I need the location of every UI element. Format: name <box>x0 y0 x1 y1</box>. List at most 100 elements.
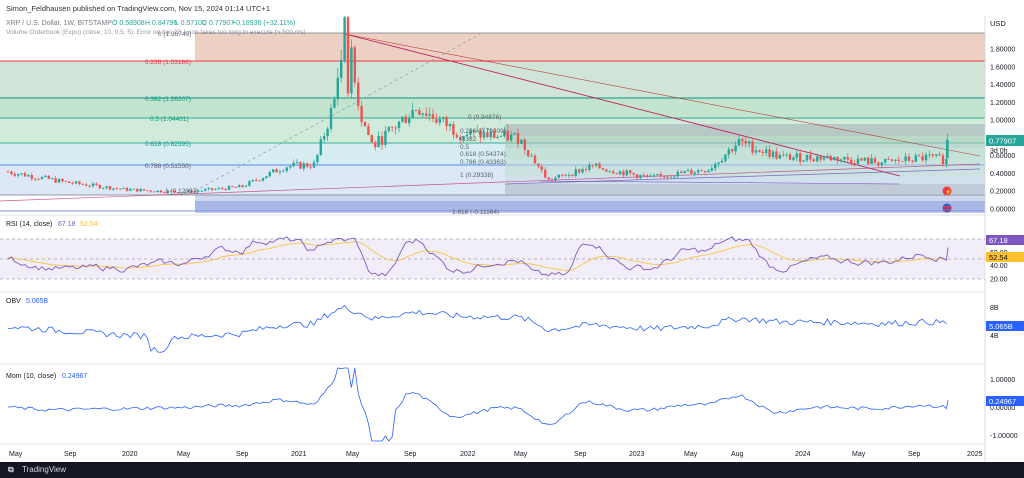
candle-body <box>445 117 448 127</box>
candle-body <box>598 163 601 169</box>
candle-body <box>455 134 458 138</box>
time-tick: Sep <box>236 451 249 458</box>
candle-body <box>309 166 312 168</box>
flag-stripe <box>943 209 951 211</box>
candle-body <box>98 184 101 189</box>
fib-level-label: 0.236 (0.79409) <box>460 128 506 135</box>
candle-body <box>221 187 224 189</box>
candle-body <box>907 156 911 161</box>
candle-body <box>238 185 241 188</box>
price-tick: 1.80000 <box>990 47 1015 54</box>
flag-stripe <box>943 206 951 208</box>
candle-body <box>697 170 700 173</box>
rsi-ma-badge-value: 52.54 <box>989 253 1008 262</box>
candle-body <box>676 171 679 177</box>
candle-body <box>367 126 370 136</box>
candle-body <box>469 130 472 135</box>
candle-body <box>646 175 649 177</box>
candle-body <box>584 168 588 170</box>
candle-body <box>183 192 186 193</box>
us-flag-icon[interactable] <box>942 203 952 213</box>
time-tick: Sep <box>574 451 587 458</box>
candle-body <box>54 178 57 183</box>
candle-body <box>795 153 798 158</box>
candle-body <box>683 171 686 173</box>
candle-body <box>629 170 632 174</box>
chart-area[interactable]: 0 (1.96749) 0.236 (1.53186) 0.382 (1.26207… <box>0 16 1024 462</box>
candle-body <box>248 181 251 186</box>
candle-body <box>61 179 64 182</box>
time-tick: 2020 <box>122 451 138 458</box>
candle-body <box>788 154 792 160</box>
candle-body <box>537 163 540 167</box>
candle-body <box>170 190 173 192</box>
candle-body <box>10 171 13 174</box>
candle-body <box>363 121 367 127</box>
candle-body <box>880 162 883 166</box>
rsi-pane[interactable] <box>0 236 985 280</box>
obv-badge <box>986 321 1024 331</box>
candle-body <box>30 175 33 179</box>
candle-body <box>741 139 744 142</box>
candle-body <box>761 151 764 154</box>
candle-body <box>931 154 934 156</box>
candle-body <box>64 181 67 182</box>
candle-body <box>540 166 543 170</box>
candle-body <box>632 173 635 175</box>
candle-body <box>214 188 217 190</box>
trend-lines[interactable] <box>0 33 981 202</box>
candle-body <box>867 157 870 164</box>
candle-body <box>401 116 404 122</box>
candle-body <box>720 160 724 163</box>
candle-body <box>890 159 894 161</box>
candle-body <box>159 190 163 193</box>
candle-body <box>47 175 50 179</box>
fib-retracement-2[interactable] <box>505 124 985 195</box>
candle-body <box>839 159 843 162</box>
candle-body <box>360 105 363 122</box>
candle-body <box>605 169 608 172</box>
mom-pane[interactable] <box>8 367 949 442</box>
candle-body <box>119 188 122 190</box>
brand-label[interactable]: TradingView <box>22 465 67 474</box>
candle-body <box>843 157 846 160</box>
time-tick: 2024 <box>795 451 811 458</box>
time-tick: Sep <box>908 451 921 458</box>
candle-body <box>805 154 809 161</box>
candle-body <box>870 158 873 164</box>
candle-body <box>625 170 628 176</box>
time-tick: 2023 <box>629 451 645 458</box>
symbol-info: XRP / U.S. Dollar, 1W, BITSTAMP <box>6 20 112 27</box>
footer-bar: ⧉ TradingView <box>0 462 1024 478</box>
tradingview-logo-icon[interactable]: ⧉ <box>8 465 14 474</box>
candle-body <box>136 188 139 192</box>
candle-body <box>938 154 941 156</box>
fib-level-label: 0.786 (0.43363) <box>460 159 506 166</box>
candle-body <box>924 154 928 161</box>
candle-body <box>431 114 435 120</box>
candle-body <box>139 189 142 192</box>
candle-body <box>564 174 567 176</box>
candle-body <box>921 156 924 161</box>
candle-body <box>785 154 788 156</box>
obv-pane[interactable] <box>8 304 947 353</box>
candle-body <box>914 155 917 162</box>
price-tick: 1.20000 <box>990 100 1015 107</box>
candle-body <box>703 171 707 173</box>
candle-body <box>727 149 730 155</box>
candle-body <box>282 170 285 172</box>
candle-body <box>928 154 931 156</box>
candle-body <box>418 110 421 115</box>
candle-body <box>567 174 571 176</box>
candle-body <box>465 134 469 137</box>
dividend-event-icon[interactable] <box>942 186 952 196</box>
price-tick: 0.40000 <box>990 171 1015 178</box>
rsi-value: 67.18 <box>58 221 76 228</box>
mom-badge-value: 0.24967 <box>989 397 1016 406</box>
price-candles[interactable] <box>6 16 949 195</box>
candle-body <box>438 118 441 123</box>
candle-body <box>765 149 768 154</box>
time-axis[interactable]: May Sep 2020 May Sep 2021 May Sep 2022 May Sep 2023… <box>9 451 983 458</box>
candle-body <box>897 159 900 162</box>
candle-body <box>108 186 112 190</box>
